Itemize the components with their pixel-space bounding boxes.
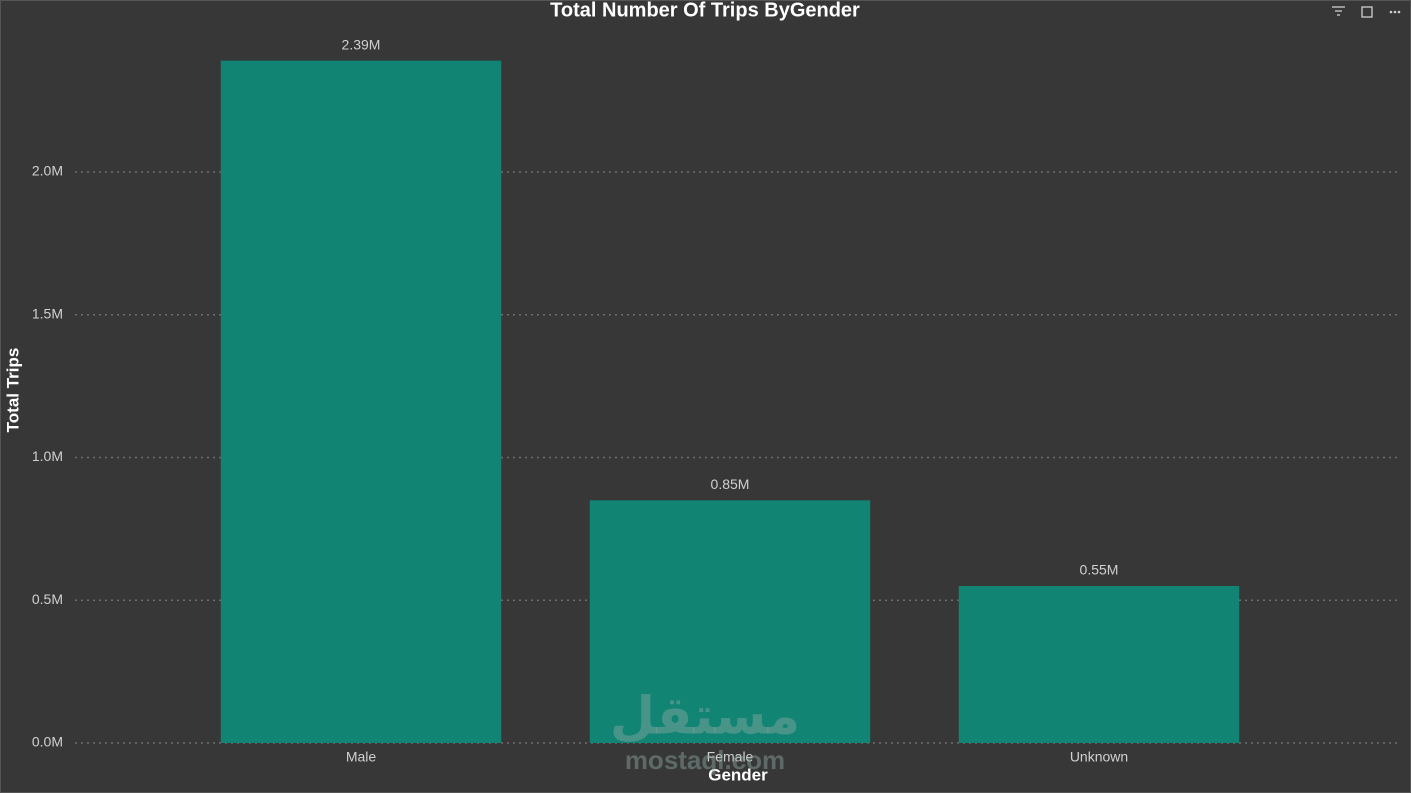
bar (220, 60, 502, 743)
y-tick-label: 1.0M (32, 448, 63, 464)
x-tick-label: Female (707, 749, 754, 765)
watermark-arabic: مستقل (610, 688, 800, 746)
x-tick-label: Male (346, 749, 377, 765)
data-label: 2.39M (342, 36, 381, 52)
x-axis-title: Gender (708, 765, 768, 784)
data-label: 0.55M (1080, 562, 1119, 578)
y-tick-label: 0.0M (32, 734, 63, 750)
bar (589, 500, 871, 743)
more-icon[interactable] (1389, 10, 1401, 14)
chart-title: Total Number Of Trips ByGender (550, 0, 860, 21)
bar (958, 585, 1240, 743)
toolbar (1332, 6, 1401, 18)
focus-icon[interactable] (1361, 6, 1373, 18)
y-tick-label: 2.0M (32, 163, 63, 179)
filter-icon[interactable] (1332, 6, 1345, 16)
plot-area: 0.0M 0.5M 1.0M 1.5M 2.0M Male 2.39M Female 0.85M… (32, 36, 1400, 765)
y-tick-label: 1.5M (32, 305, 63, 321)
watermark-latin: mostaql.com (625, 745, 785, 775)
data-label: 0.85M (711, 476, 750, 492)
y-axis-title: Total Trips (3, 348, 22, 433)
x-tick-label: Unknown (1070, 749, 1128, 765)
y-tick-label: 0.5M (32, 591, 63, 607)
